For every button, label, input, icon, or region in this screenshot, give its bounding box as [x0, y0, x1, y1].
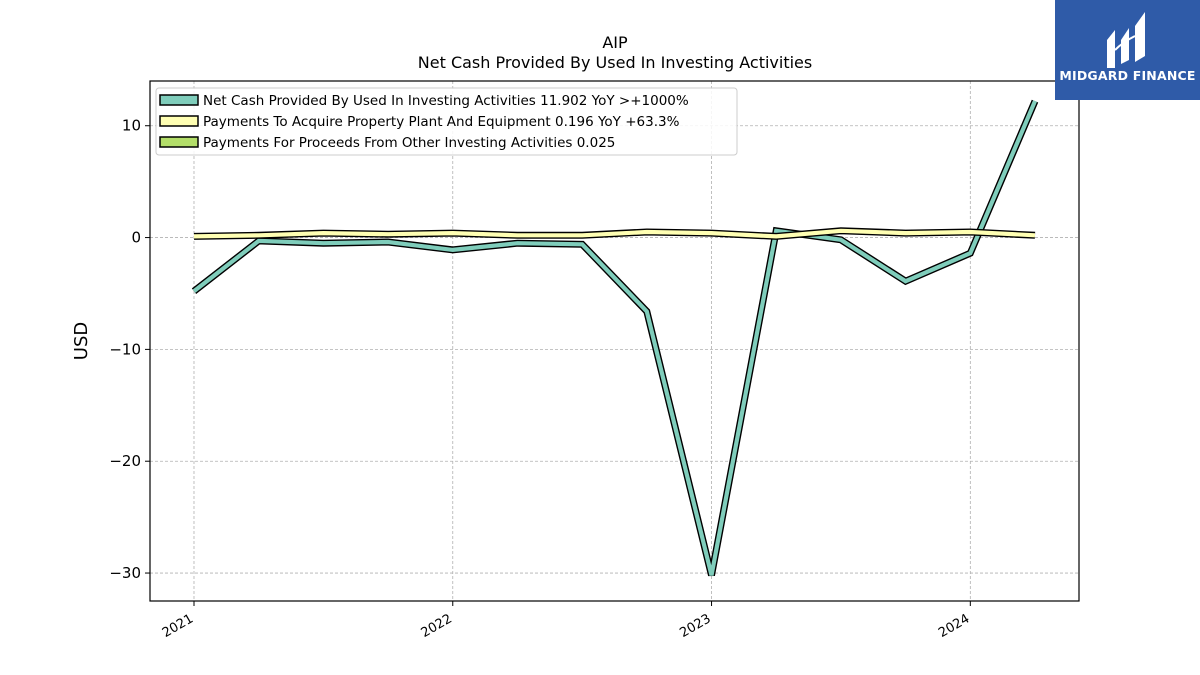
series-line-1 [192, 100, 1037, 576]
x-tick-label: 2021 [160, 611, 196, 641]
y-tick-label: 10 [122, 117, 141, 135]
grid [150, 81, 1079, 601]
x-tick-label: 2023 [677, 611, 713, 641]
legend-box [155, 87, 738, 156]
midgard-finance-logo: MIDGARD FINANCE [1055, 0, 1200, 100]
plot-frame [149, 80, 1080, 602]
y-tick-label: −20 [109, 452, 141, 470]
series-line-outline [191, 99, 1039, 577]
series-line-2 [193, 228, 1036, 239]
logo-text: MIDGARD FINANCE [1059, 68, 1196, 83]
legend-entry-label: Payments For Proceeds From Other Investi… [203, 135, 615, 151]
x-tick-label: 2022 [419, 611, 455, 641]
y-axis-label: USD [71, 322, 92, 360]
legend-swatch [159, 94, 199, 106]
legend-entry-label: Payments To Acquire Property Plant And E… [203, 114, 680, 130]
x-tick-label: 2024 [936, 611, 972, 641]
x-axis-ticks: 2021 2022 2023 2024 [160, 601, 972, 641]
legend-swatch [159, 136, 199, 148]
logo-mark-icon [1107, 12, 1145, 68]
legend-entry-label: Net Cash Provided By Used In Investing A… [203, 93, 689, 109]
chart-subtitle: Net Cash Provided By Used In Investing A… [418, 53, 812, 72]
series-lines [191, 99, 1039, 577]
legend-swatch [159, 115, 199, 127]
legend: Net Cash Provided By Used In Investing A… [155, 87, 738, 156]
y-tick-label: −30 [109, 564, 141, 582]
chart-title: AIP [602, 33, 628, 52]
y-tick-label: −10 [109, 340, 141, 358]
y-tick-label: 0 [131, 229, 141, 247]
y-axis-ticks: 10 0 −10 −20 −30 [109, 117, 150, 582]
